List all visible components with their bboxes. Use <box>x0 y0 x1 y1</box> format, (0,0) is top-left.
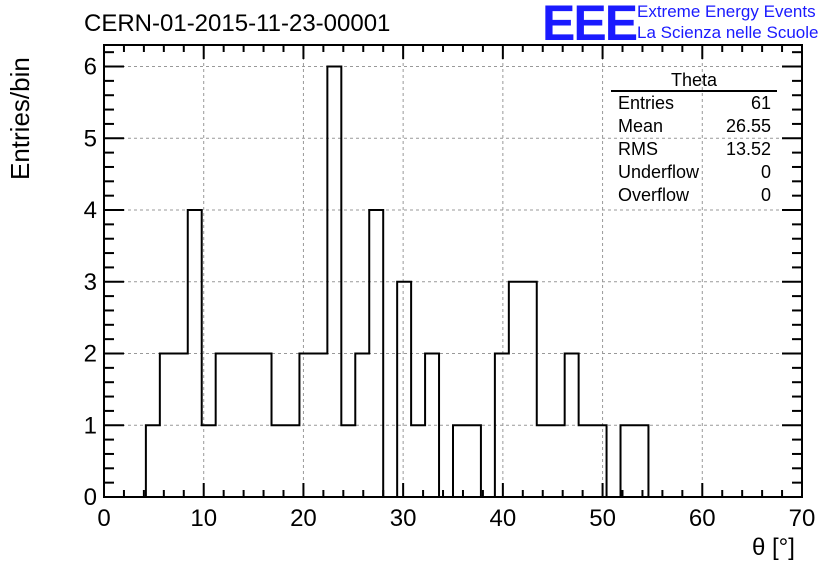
y-tick-label: 1 <box>84 412 97 439</box>
stats-label: Underflow <box>618 162 700 182</box>
histogram-bin <box>593 425 607 497</box>
x-axis-label: θ [°] <box>752 534 795 561</box>
stats-row-entries: Entries 61 <box>611 92 777 115</box>
x-tick-label: 60 <box>689 505 716 532</box>
x-tick-label: 40 <box>490 505 517 532</box>
x-tick-label: 70 <box>789 505 816 532</box>
y-tick-label: 3 <box>84 269 97 296</box>
histogram-bin <box>453 425 467 497</box>
histogram-bin <box>299 354 313 497</box>
stats-box: Theta Entries 61 Mean 26.55 RMS 13.52 Un… <box>611 70 777 207</box>
y-tick-label: 4 <box>84 197 97 224</box>
plot-frame <box>103 44 803 498</box>
histogram-outline <box>144 65 650 498</box>
stats-label: RMS <box>618 139 658 159</box>
stats-row-underflow: Underflow 0 <box>611 161 777 184</box>
histogram-bin <box>509 282 523 497</box>
histogram-bin <box>341 425 355 497</box>
histogram-bin <box>258 354 272 497</box>
histogram-bin <box>411 425 425 497</box>
stats-title: Theta <box>611 70 777 92</box>
histogram-bin <box>285 425 299 497</box>
x-tick-label: 30 <box>390 505 417 532</box>
histogram-bin <box>634 425 648 497</box>
stats-row-overflow: Overflow 0 <box>611 184 777 207</box>
stats-value: 26.55 <box>725 116 771 136</box>
stats-value: 0 <box>760 185 771 205</box>
stats-label: Overflow <box>618 185 690 205</box>
x-tick-label: 10 <box>190 505 217 532</box>
stats-label: Entries <box>618 93 675 113</box>
histogram-bin <box>146 425 160 497</box>
stats-value: 61 <box>750 93 771 113</box>
y-tick-label: 0 <box>84 484 97 511</box>
logo-subtitle-line1: Extreme Energy Events <box>637 2 816 21</box>
y-tick-label: 5 <box>84 125 97 152</box>
histogram-bin <box>397 282 411 497</box>
logo-subtitle-line2: La Scienza nelle Scuole <box>637 23 819 42</box>
x-tick-label: 50 <box>589 505 616 532</box>
histogram-bin <box>174 354 188 497</box>
histogram-bin <box>216 354 230 497</box>
x-tick-label: 20 <box>290 505 317 532</box>
histogram-bin <box>537 425 551 497</box>
stats-value: 13.52 <box>725 139 771 159</box>
y-tick-label: 2 <box>84 341 97 368</box>
histogram-bin <box>272 425 286 497</box>
x-tick-label: 0 <box>97 505 110 532</box>
chart-title: CERN-01-2015-11-23-00001 <box>84 10 391 37</box>
y-axis-label: Entries/bin <box>5 57 35 180</box>
tick-labels: 0 10 20 30 40 50 60 70 0 1 2 3 4 5 6 <box>84 54 816 532</box>
histogram-bin <box>467 425 481 497</box>
stats-value: 0 <box>760 162 771 182</box>
stats-label: Mean <box>618 116 664 136</box>
histogram-bin <box>579 425 593 497</box>
stats-row-rms: RMS 13.52 <box>611 138 777 161</box>
y-tick-label: 6 <box>84 54 97 81</box>
histogram-bin <box>551 425 565 497</box>
histogram-bin <box>523 282 537 497</box>
eee-logo: EEE <box>542 0 638 51</box>
stats-row-mean: Mean 26.55 <box>611 115 777 138</box>
histogram-bin <box>621 425 635 497</box>
